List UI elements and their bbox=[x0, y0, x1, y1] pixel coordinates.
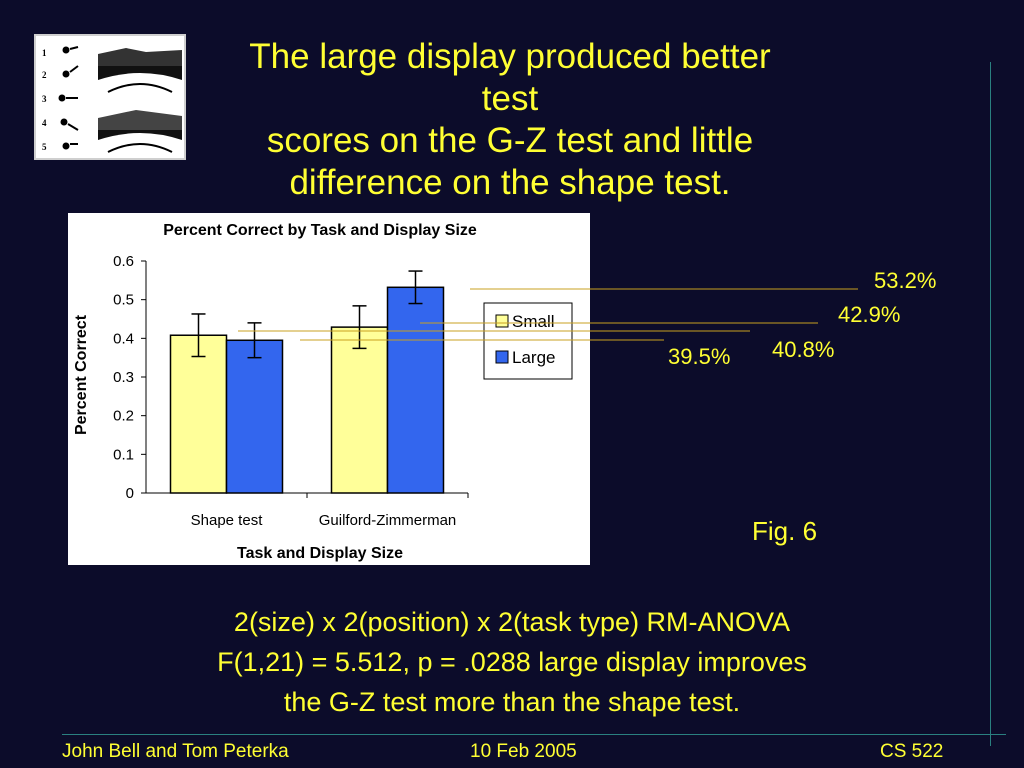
footer-rule bbox=[62, 734, 1006, 735]
figure-thumbnail: 1 2 3 4 5 bbox=[34, 34, 186, 160]
thumbnail-figure: 1 2 3 4 5 bbox=[42, 40, 182, 156]
stats-line: the G-Z test more than the shape test. bbox=[283, 687, 741, 717]
figure-label: Fig. 6 bbox=[752, 516, 818, 546]
title-line: scores on the G-Z test and little bbox=[266, 121, 754, 160]
footer-course: CS 522 bbox=[880, 741, 944, 762]
bar-large-1 bbox=[386, 286, 445, 494]
callout-42-label: 42.9% bbox=[838, 302, 901, 327]
thumb-number: 4 bbox=[42, 118, 47, 128]
y-tick-label: 0.3 bbox=[113, 369, 134, 386]
title-line: difference on the shape test. bbox=[289, 163, 731, 202]
title-line: The large display produced better test bbox=[249, 37, 771, 118]
thumb-number: 2 bbox=[42, 70, 47, 80]
thumb-number: 1 bbox=[42, 48, 47, 58]
x-tick-label: Guilford-Zimmerman bbox=[319, 512, 457, 529]
y-axis-label: Percent Correct bbox=[73, 314, 90, 435]
y-tick-label: 0.5 bbox=[113, 292, 134, 309]
thumb-number: 5 bbox=[42, 142, 47, 152]
orientation-glyphs bbox=[58, 46, 79, 150]
thumb-number: 3 bbox=[42, 94, 47, 104]
bar-small-1 bbox=[330, 326, 389, 494]
legend-swatch-large bbox=[495, 350, 509, 364]
footer-date: 10 Feb 2005 bbox=[470, 741, 577, 762]
bar-chart-panel: Percent Correct by Task and Display Size… bbox=[68, 213, 590, 565]
y-tick-label: 0.1 bbox=[113, 446, 134, 463]
legend-label-small: Small bbox=[512, 312, 555, 331]
footer-authors: John Bell and Tom Peterka bbox=[62, 741, 289, 762]
cockpit-image-top bbox=[98, 40, 182, 96]
slide-title: The large display produced better test s… bbox=[220, 36, 800, 204]
chart-title: Percent Correct by Task and Display Size bbox=[163, 222, 477, 239]
anova-summary: 2(size) x 2(position) x 2(task type) RM-… bbox=[112, 602, 912, 722]
cockpit-image-bottom bbox=[98, 100, 182, 156]
bar-large-0 bbox=[225, 339, 284, 494]
stats-line: F(1,21) = 5.512, p = .0288 large display… bbox=[217, 647, 807, 677]
callout-39-label: 39.5% bbox=[668, 344, 731, 369]
x-tick-label: Shape test bbox=[191, 512, 264, 529]
callout-53-label: 53.2% bbox=[874, 268, 937, 293]
bar-chart: Percent Correct by Task and Display Size… bbox=[73, 222, 573, 562]
x-axis-label: Task and Display Size bbox=[237, 545, 403, 562]
legend-label-large: Large bbox=[512, 348, 555, 367]
bar-small-0 bbox=[169, 334, 228, 494]
y-tick-label: 0.4 bbox=[113, 330, 134, 347]
legend: Small Large bbox=[483, 302, 573, 380]
y-tick-label: 0 bbox=[126, 485, 134, 502]
callout-40-label: 40.8% bbox=[772, 337, 835, 362]
y-tick-label: 0.6 bbox=[113, 253, 134, 270]
stats-line: 2(size) x 2(position) x 2(task type) RM-… bbox=[233, 607, 791, 637]
legend-swatch-small bbox=[495, 314, 509, 328]
vertical-rule bbox=[990, 62, 991, 746]
y-tick-label: 0.2 bbox=[113, 408, 134, 425]
